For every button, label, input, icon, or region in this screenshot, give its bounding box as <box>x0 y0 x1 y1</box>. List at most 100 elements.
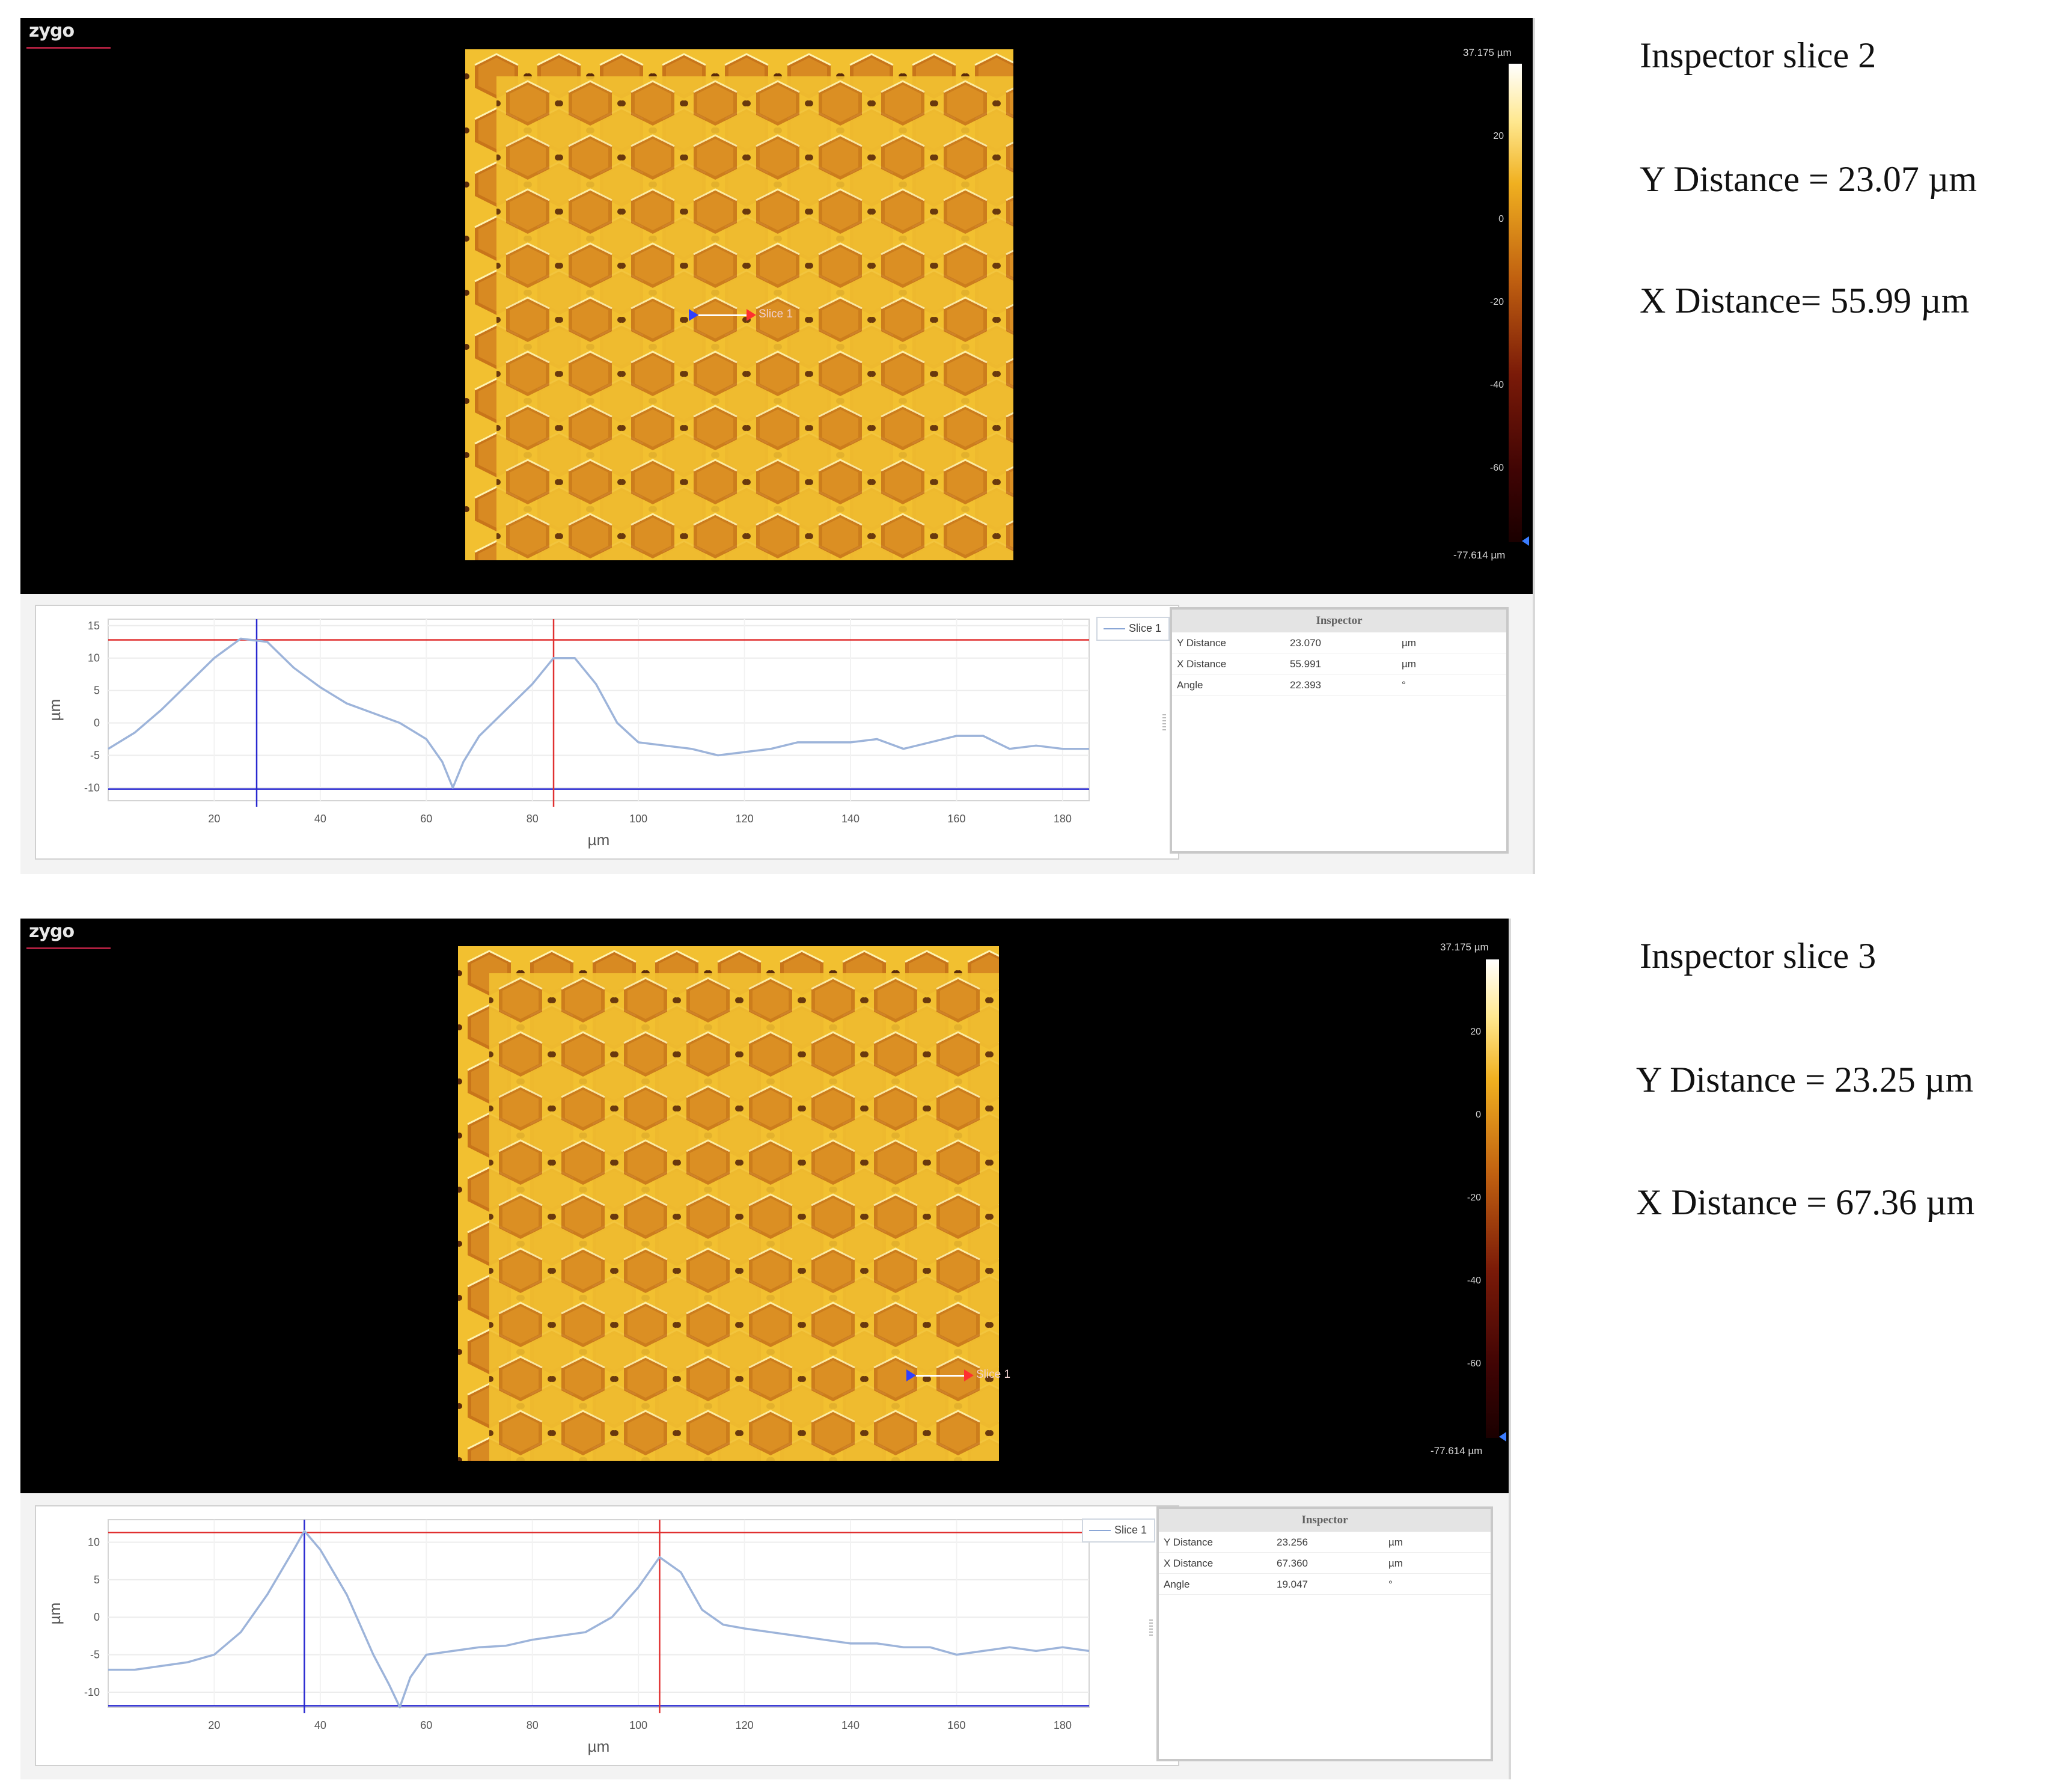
x-tick-label: 60 <box>420 813 432 825</box>
legend-label: Slice 1 <box>1114 1524 1147 1536</box>
legend-swatch <box>1089 1530 1111 1531</box>
side-x-distance: X Distance= 55.99 µm <box>1640 281 1970 320</box>
color-scale: 37.175 µm 20 0 -20 -40 -60 -77.614 µm <box>1439 18 1535 594</box>
scale-marker-icon <box>1522 536 1529 546</box>
side-x-distance: X Distance = 67.36 µm <box>1636 1182 1975 1222</box>
inspector-row: Angle 19.047 ° <box>1159 1574 1491 1595</box>
x-tick-label: 20 <box>208 813 220 825</box>
side-y-distance: Y Distance = 23.25 µm <box>1636 1060 1974 1099</box>
inspector-row-name: X Distance <box>1164 1558 1214 1569</box>
surface-height-map[interactable] <box>465 49 1013 560</box>
inspector-row-name: Y Distance <box>1164 1537 1213 1548</box>
profile-area: 15 10 5 0 -5 -10 20 40 60 80 100 120 140 160 180 µm µm S… <box>20 594 1535 874</box>
scale-bottom-label: -77.614 µm <box>1453 549 1506 561</box>
panel-splitter-handle[interactable] <box>1162 714 1166 732</box>
scale-tick-label: 20 <box>1493 131 1504 141</box>
y-tick-label: 10 <box>88 1536 100 1548</box>
legend-label: Slice 1 <box>1129 622 1162 634</box>
inspector-title: Inspector <box>1159 1509 1491 1532</box>
scale-tick-label: -60 <box>1467 1359 1481 1369</box>
inspector-panel: Inspector Y Distance 23.256 µm X Distanc… <box>1156 1506 1493 1761</box>
honeycomb-map-svg <box>458 946 999 1461</box>
color-scale: 37.175 µm 20 0 -20 -40 -60 -77.614 µm <box>1416 919 1512 1493</box>
y-tick-label: 0 <box>94 1611 100 1623</box>
x-tick-label: 160 <box>947 813 965 825</box>
y-tick-label: -5 <box>90 750 100 762</box>
inspector-row-unit: µm <box>1388 1558 1403 1569</box>
x-tick-label: 160 <box>947 1719 965 1731</box>
plot-area <box>108 619 1090 801</box>
slice-end-handle[interactable] <box>964 1369 974 1381</box>
x-axis-label: µm <box>588 1737 610 1755</box>
slice-end-handle[interactable] <box>747 309 756 321</box>
inspector-row-unit: µm <box>1402 637 1416 649</box>
surface-height-map[interactable] <box>458 946 999 1461</box>
inspector-row: Y Distance 23.256 µm <box>1159 1532 1491 1553</box>
inspector-row: X Distance 55.991 µm <box>1172 653 1506 674</box>
slice-marker[interactable]: Slice 1 <box>906 1368 1027 1383</box>
logo-text: zygo <box>29 20 75 41</box>
x-tick-label: 20 <box>208 1719 220 1731</box>
y-tick-label: -10 <box>84 1686 100 1698</box>
inspector-row: Angle 22.393 ° <box>1172 674 1506 696</box>
y-tick-label: -10 <box>84 781 100 794</box>
zygo-logo: zygo <box>26 20 111 54</box>
scale-top-label: 37.175 µm <box>1440 941 1489 953</box>
scale-tick-label: -40 <box>1489 380 1504 390</box>
y-tick-label: 5 <box>94 685 100 697</box>
y-axis-label: µm <box>46 699 64 721</box>
scale-tick-label: -40 <box>1467 1276 1481 1286</box>
inspector-row-value: 55.991 <box>1290 658 1321 670</box>
scale-tick-label: 0 <box>1476 1110 1481 1120</box>
color-scale-bar <box>1509 64 1522 542</box>
x-tick-label: 60 <box>420 1719 432 1731</box>
measurement-panel-2: zygo <box>20 919 1511 1779</box>
x-tick-label: 180 <box>1054 813 1072 825</box>
chart-legend: Slice 1 <box>1096 617 1170 641</box>
zygo-logo: zygo <box>26 921 111 955</box>
profile-area: 10 5 0 -5 -10 20 40 60 80 100 120 140 160 180 µm µm Sli… <box>20 1493 1511 1779</box>
scale-tick-label: -20 <box>1489 297 1504 307</box>
x-tick-label: 80 <box>527 1719 539 1731</box>
x-tick-label: 40 <box>314 1719 326 1731</box>
surface-viewer[interactable]: zygo <box>20 18 1535 594</box>
inspector-row: Y Distance 23.070 µm <box>1172 632 1506 653</box>
logo-underline <box>26 947 111 949</box>
slice-start-handle[interactable] <box>906 1369 916 1381</box>
profile-chart[interactable]: 15 10 5 0 -5 -10 20 40 60 80 100 120 140 160 180 µm µm S… <box>35 605 1179 860</box>
x-tick-label: 40 <box>314 813 326 825</box>
y-tick-label: 0 <box>94 717 100 729</box>
inspector-row-unit: µm <box>1402 658 1416 670</box>
logo-text: zygo <box>29 921 75 942</box>
inspector-row: X Distance 67.360 µm <box>1159 1553 1491 1574</box>
slice-start-handle[interactable] <box>689 309 698 321</box>
x-tick-label: 100 <box>629 813 647 825</box>
honeycomb-map-svg <box>465 49 1013 560</box>
inspector-row-unit: ° <box>1402 679 1406 691</box>
panel-splitter-handle[interactable] <box>1149 1619 1153 1638</box>
inspector-row-value: 23.256 <box>1277 1537 1308 1548</box>
scale-tick-label: 0 <box>1498 214 1504 224</box>
side-y-distance: Y Distance = 23.07 µm <box>1640 159 1977 199</box>
x-tick-label: 80 <box>527 813 539 825</box>
profile-chart-svg: 15 10 5 0 -5 -10 20 40 60 80 100 120 140 160 180 µm µm <box>46 619 1090 849</box>
x-tick-label: 120 <box>736 813 754 825</box>
x-tick-label: 140 <box>841 1719 860 1731</box>
scale-top-label: 37.175 µm <box>1463 47 1512 58</box>
inspector-row-value: 23.070 <box>1290 637 1321 649</box>
inspector-row-name: X Distance <box>1177 658 1227 670</box>
slice-marker[interactable]: Slice 1 <box>689 308 809 322</box>
profile-chart[interactable]: 10 5 0 -5 -10 20 40 60 80 100 120 140 160 180 µm µm Sli… <box>35 1505 1179 1766</box>
scale-tick-label: -20 <box>1467 1193 1481 1203</box>
inspector-row-value: 67.360 <box>1277 1558 1308 1569</box>
inspector-row-value: 22.393 <box>1290 679 1321 691</box>
slice-label: Slice 1 <box>759 308 793 320</box>
inspector-row-name: Angle <box>1164 1579 1190 1590</box>
scale-tick-label: -60 <box>1489 463 1504 473</box>
surface-viewer[interactable]: zygo <box>20 919 1511 1493</box>
scale-tick-label: 20 <box>1470 1027 1481 1037</box>
x-tick-label: 100 <box>629 1719 647 1731</box>
y-axis-label: µm <box>46 1603 64 1625</box>
profile-chart-svg: 10 5 0 -5 -10 20 40 60 80 100 120 140 160 180 µm µm <box>46 1519 1090 1755</box>
x-axis-label: µm <box>588 831 610 849</box>
